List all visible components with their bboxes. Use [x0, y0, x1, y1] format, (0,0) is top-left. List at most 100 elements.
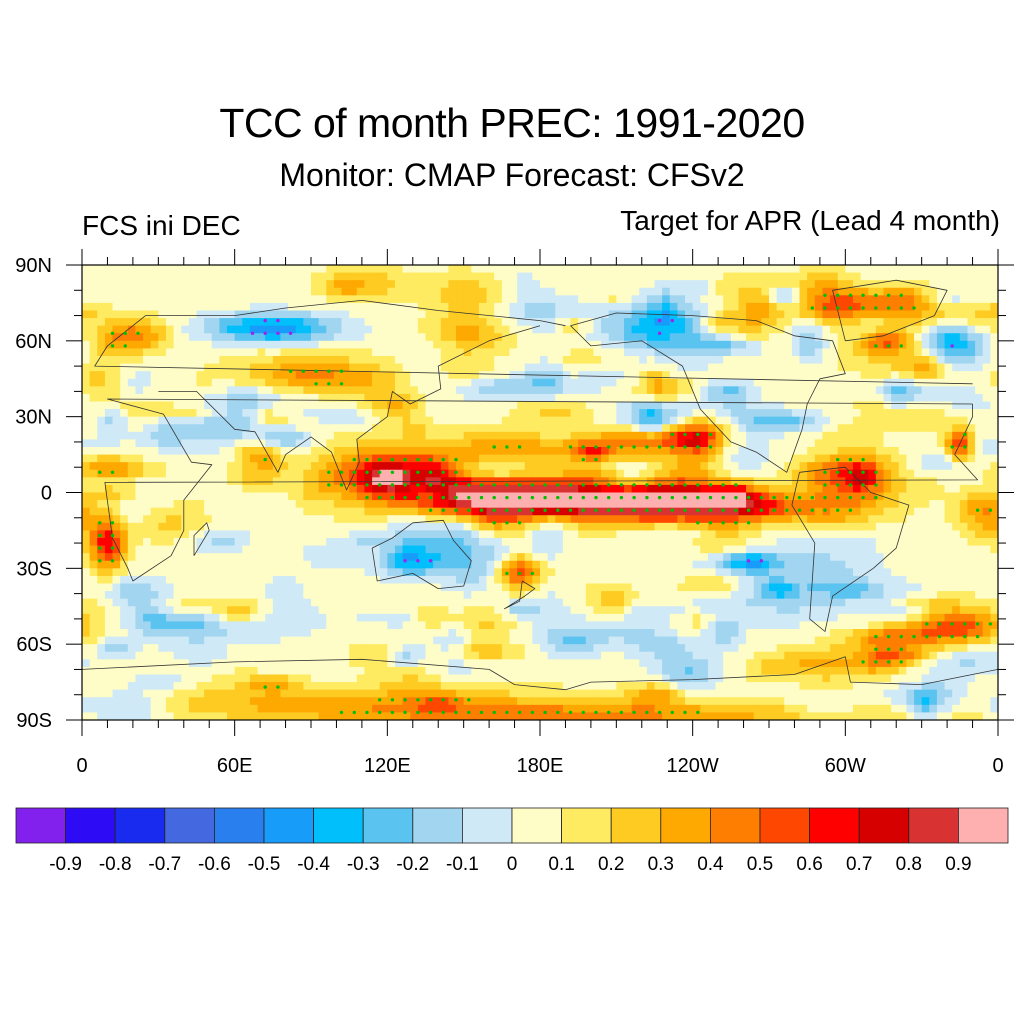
field-cell	[150, 553, 159, 562]
field-cell	[944, 318, 953, 327]
field-cell	[822, 348, 831, 357]
field-cell	[249, 310, 259, 319]
field-cell	[921, 515, 930, 524]
field-cell	[662, 265, 671, 274]
field-cell	[356, 340, 366, 350]
field-cell	[303, 265, 312, 274]
field-cell	[257, 431, 266, 441]
field-cell	[356, 560, 366, 569]
field-cell	[181, 568, 190, 577]
field-cell	[921, 454, 930, 463]
field-cell	[410, 515, 419, 524]
field-cell	[379, 416, 388, 425]
field-cell	[280, 462, 289, 471]
field-cell	[761, 371, 770, 380]
field-cell	[417, 363, 427, 372]
field-cell	[463, 272, 472, 281]
field-cell	[440, 500, 449, 509]
field-cell	[936, 522, 946, 532]
field-cell	[486, 454, 495, 463]
field-cell	[356, 333, 366, 342]
field-cell	[394, 538, 404, 547]
field-cell	[295, 333, 304, 342]
field-cell	[227, 409, 236, 418]
field-cell	[936, 356, 946, 365]
field-cell	[639, 302, 648, 312]
field-cell	[639, 522, 648, 532]
field-cell	[242, 477, 251, 486]
field-cell	[234, 325, 243, 334]
field-cell	[921, 545, 930, 554]
field-cell	[410, 401, 419, 410]
field-cell	[936, 280, 946, 289]
field-cell	[784, 272, 793, 281]
field-cell	[425, 439, 434, 448]
field-cell	[623, 393, 633, 403]
field-cell	[181, 545, 190, 554]
field-cell	[150, 522, 159, 532]
field-cell	[883, 409, 892, 418]
field-cell	[830, 287, 839, 296]
field-cell	[532, 348, 541, 357]
field-cell	[982, 280, 991, 289]
field-cell	[196, 575, 205, 585]
field-cell	[303, 295, 312, 304]
field-cell	[440, 462, 449, 471]
field-cell	[524, 492, 533, 501]
field-cell	[883, 393, 892, 403]
field-cell	[173, 325, 182, 334]
field-cell	[570, 371, 579, 380]
field-cell	[227, 484, 236, 494]
field-cell	[753, 325, 762, 334]
field-cell	[372, 287, 381, 296]
field-cell	[402, 553, 411, 562]
field-cell	[692, 462, 701, 471]
field-cell	[753, 545, 762, 554]
field-cell	[830, 507, 839, 516]
field-cell	[921, 386, 930, 395]
field-cell	[616, 522, 625, 532]
field-cell	[662, 454, 671, 463]
field-cell	[562, 439, 572, 448]
field-cell	[288, 295, 297, 304]
field-cell	[807, 265, 816, 274]
field-cell	[188, 538, 198, 547]
field-cell	[486, 287, 495, 296]
field-cell	[249, 469, 259, 478]
field-cell	[837, 416, 846, 425]
field-cell	[868, 462, 877, 471]
field-cell	[227, 325, 236, 334]
field-cell	[249, 492, 259, 501]
field-cell	[975, 302, 984, 312]
field-cell	[776, 484, 785, 494]
field-cell	[165, 386, 175, 395]
field-cell	[410, 378, 419, 387]
field-cell	[120, 318, 129, 327]
field-cell	[173, 431, 182, 441]
field-cell	[654, 318, 663, 327]
field-cell	[486, 492, 495, 501]
field-cell	[318, 500, 327, 509]
field-cell	[746, 424, 755, 433]
field-cell	[677, 340, 686, 350]
field-cell	[104, 462, 114, 471]
field-cell	[532, 575, 541, 585]
field-cell	[463, 302, 472, 312]
field-cell	[456, 287, 465, 296]
field-cell	[143, 280, 152, 289]
field-cell	[394, 431, 404, 441]
field-cell	[181, 424, 190, 433]
field-cell	[669, 477, 678, 486]
field-cell	[104, 318, 114, 327]
field-cell	[89, 333, 98, 342]
field-cell	[364, 401, 373, 410]
field-cell	[425, 575, 434, 585]
field-cell	[196, 386, 205, 395]
field-cell	[173, 302, 182, 312]
field-cell	[875, 310, 885, 319]
field-cell	[746, 553, 755, 562]
field-cell	[723, 340, 732, 350]
field-cell	[150, 371, 159, 380]
field-cell	[341, 333, 350, 342]
field-cell	[532, 409, 541, 418]
